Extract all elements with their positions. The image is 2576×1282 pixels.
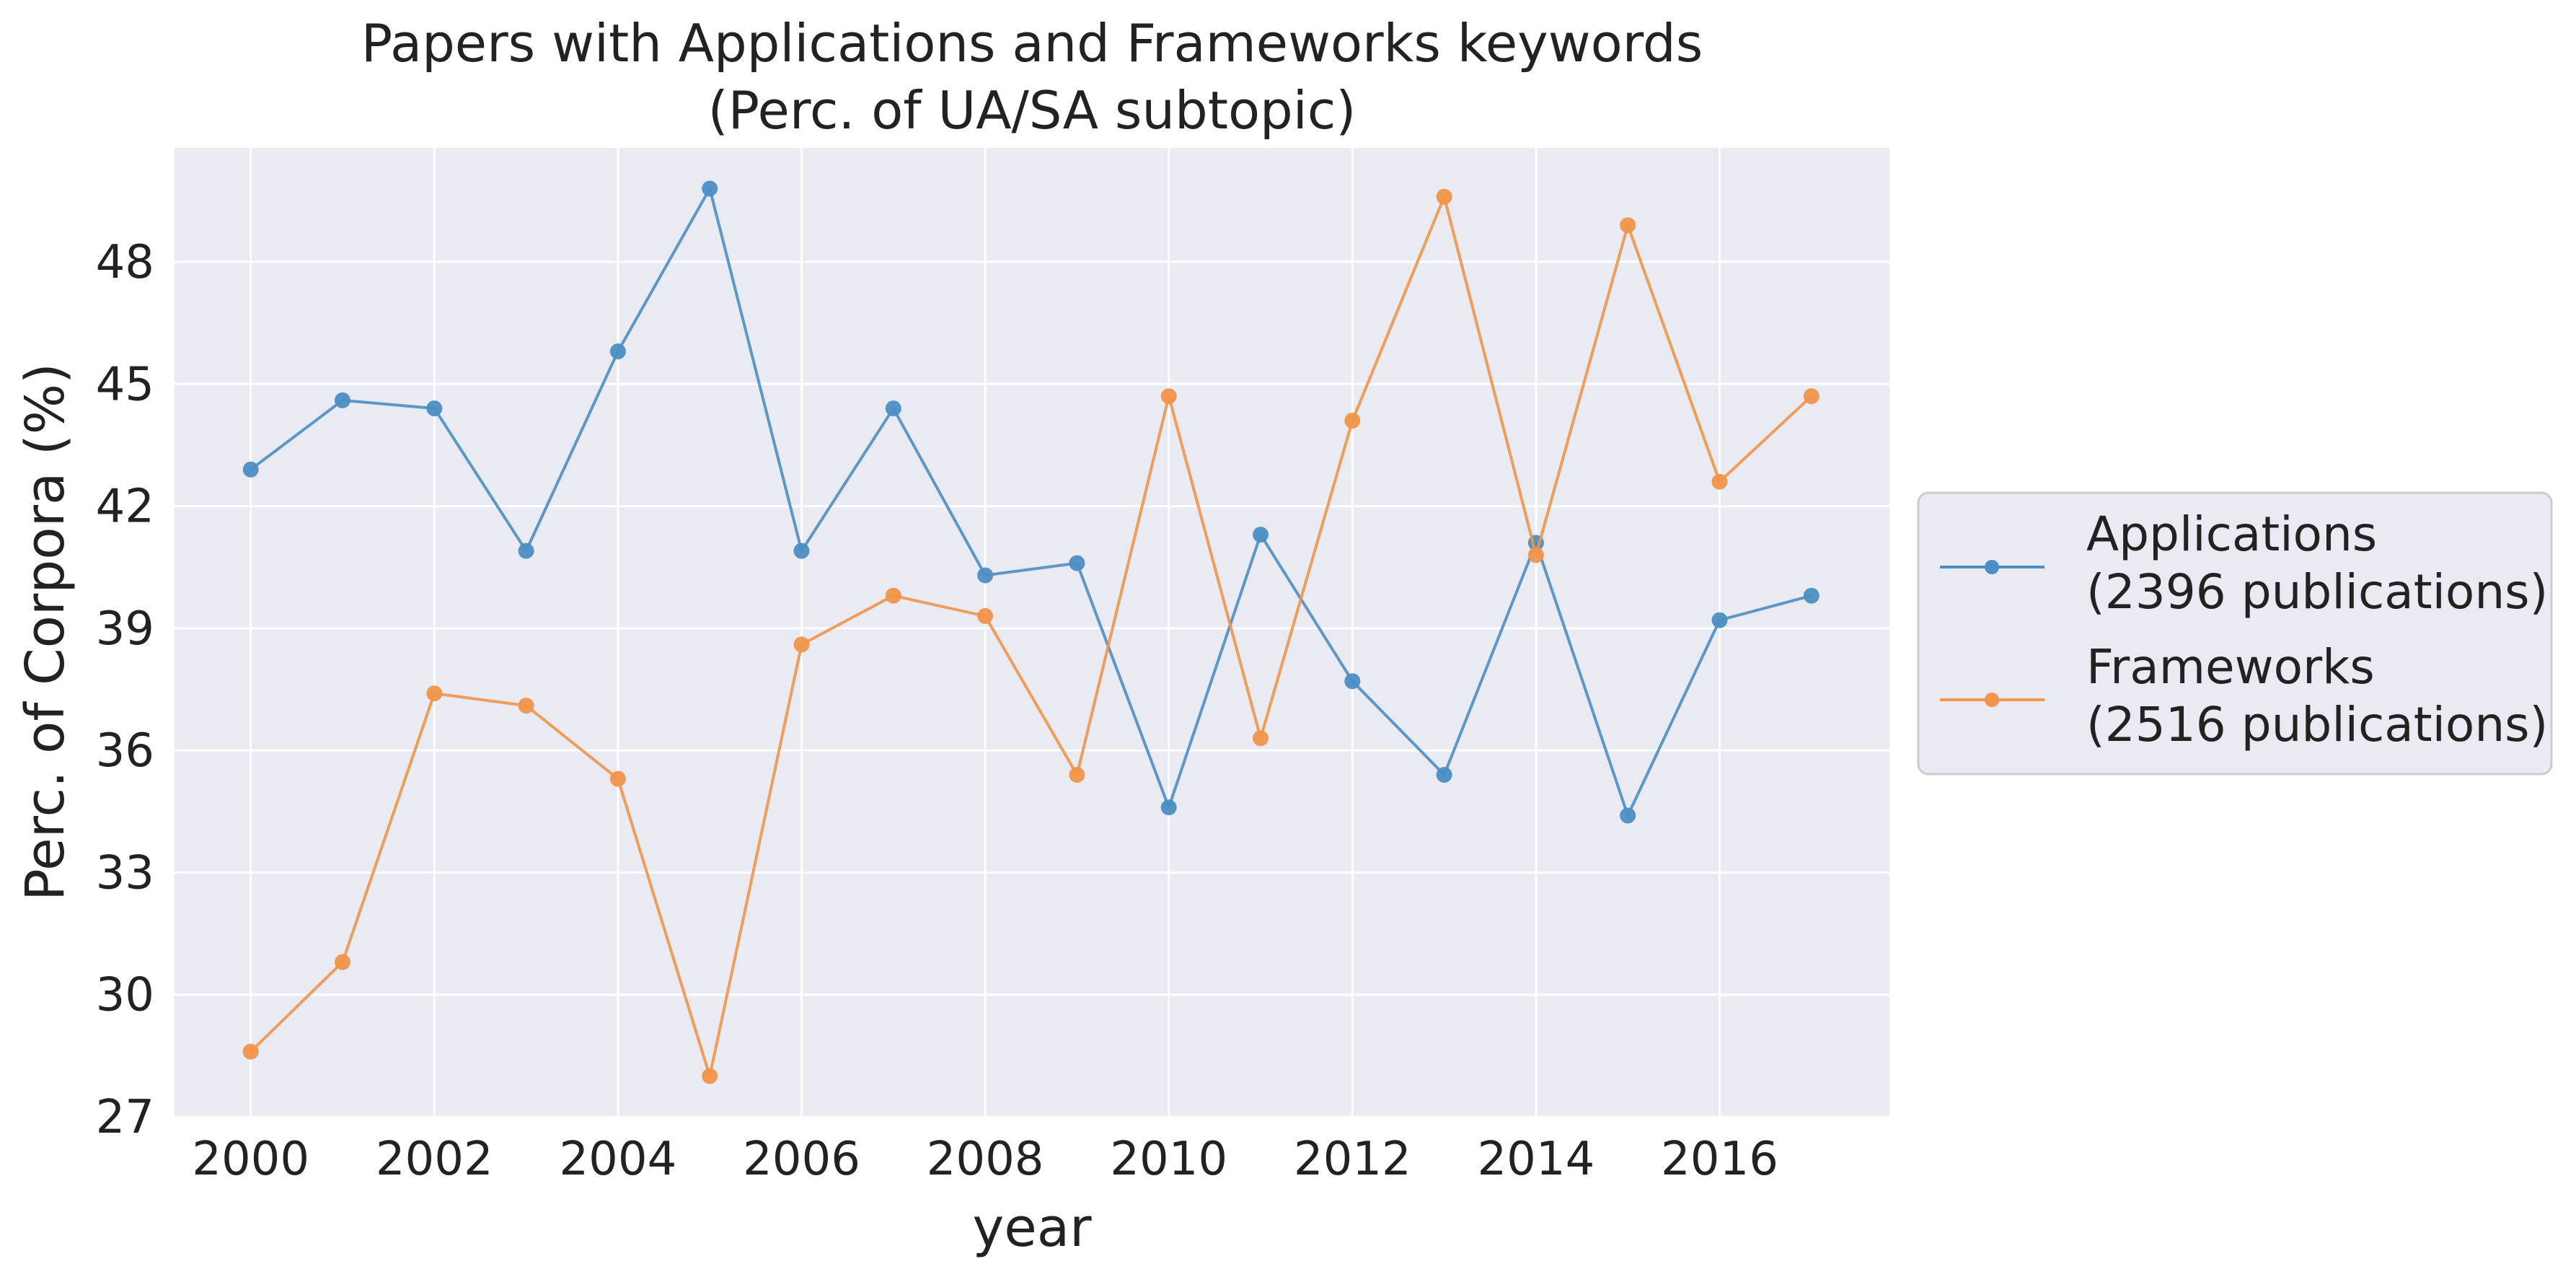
data-point-applications-2003 <box>518 543 534 559</box>
data-point-applications-2015 <box>1620 807 1636 824</box>
y-tick-label: 36 <box>96 724 154 778</box>
legend-frameworks-label: Frameworks <box>2086 639 2375 695</box>
series-line-applications <box>250 187 1812 817</box>
legend-applications-marker <box>1985 560 1999 574</box>
data-point-frameworks-2011 <box>1253 730 1269 747</box>
data-point-applications-2007 <box>885 400 901 417</box>
tick-labels: 2000 2002 2004 2006 2008 2010 2012 2014 2016 27 30… <box>96 236 1778 1186</box>
y-tick-label: 27 <box>96 1091 154 1144</box>
x-tick-label: 2016 <box>1661 1133 1778 1186</box>
legend-applications-count: (2396 publications) <box>2086 564 2548 620</box>
y-tick-label: 39 <box>96 602 154 656</box>
legend: Applications (2396 publications) Framewo… <box>1917 491 2553 776</box>
y-tick-label: 30 <box>96 969 154 1022</box>
data-point-applications-2012 <box>1344 673 1361 690</box>
data-point-frameworks-2002 <box>426 685 443 702</box>
legend-frameworks-count: (2516 publications) <box>2086 697 2548 752</box>
data-point-applications-2013 <box>1436 767 1452 783</box>
x-tick-label: 2010 <box>1110 1133 1227 1186</box>
y-tick-label: 33 <box>96 846 154 900</box>
y-tick-label: 45 <box>96 358 154 411</box>
plot-area <box>175 148 1889 1117</box>
data-point-frameworks-2009 <box>1069 767 1085 783</box>
y-axis-label: Perc. of Corpora (%) <box>14 363 76 901</box>
data-point-frameworks-2008 <box>977 607 994 624</box>
data-point-frameworks-2015 <box>1620 217 1636 234</box>
chart-title-line-1: Papers with Applications and Frameworks … <box>361 13 1703 74</box>
series-line-frameworks <box>250 195 1813 1078</box>
data-point-applications-2005 <box>702 180 718 197</box>
data-point-frameworks-2003 <box>518 698 534 714</box>
data-point-frameworks-2006 <box>793 636 810 653</box>
data-point-frameworks-2012 <box>1344 413 1361 429</box>
series-layer <box>242 180 1819 1084</box>
x-axis-label: year <box>972 1197 1092 1259</box>
chart-title-line-2: (Perc. of UA/SA subtopic) <box>708 80 1357 141</box>
legend-applications-label: Applications <box>2086 506 2377 562</box>
legend-box <box>1917 491 2553 776</box>
y-tick-label: 42 <box>96 480 154 534</box>
data-point-frameworks-2000 <box>242 1043 259 1060</box>
data-point-applications-2006 <box>793 543 810 559</box>
data-point-applications-2011 <box>1253 527 1269 543</box>
data-point-frameworks-2004 <box>609 770 626 787</box>
x-tick-label: 2008 <box>927 1133 1044 1186</box>
data-point-applications-2004 <box>609 343 626 360</box>
data-point-applications-2000 <box>242 461 259 478</box>
data-point-applications-2017 <box>1803 587 1819 604</box>
x-tick-label: 2004 <box>559 1133 676 1186</box>
x-tick-label: 2002 <box>376 1133 493 1186</box>
data-point-applications-2001 <box>335 392 350 408</box>
data-point-frameworks-2014 <box>1527 547 1544 563</box>
x-tick-label: 2006 <box>743 1133 860 1186</box>
x-tick-label: 2014 <box>1477 1133 1594 1186</box>
data-point-frameworks-2005 <box>702 1068 718 1084</box>
y-tick-label: 48 <box>96 236 154 289</box>
gridlines <box>175 148 1889 1118</box>
data-point-applications-2008 <box>977 567 994 584</box>
data-point-applications-2016 <box>1711 612 1728 628</box>
data-point-frameworks-2007 <box>885 587 901 604</box>
x-tick-label: 2000 <box>192 1133 309 1186</box>
data-point-applications-2010 <box>1160 799 1177 816</box>
data-point-frameworks-2017 <box>1803 388 1819 405</box>
data-point-frameworks-2016 <box>1711 473 1728 490</box>
data-point-applications-2009 <box>1069 555 1085 571</box>
legend-frameworks-marker <box>1985 693 1999 707</box>
data-point-frameworks-2001 <box>335 954 350 970</box>
x-tick-label: 2012 <box>1294 1133 1411 1186</box>
data-point-applications-2002 <box>426 400 443 417</box>
data-point-frameworks-2010 <box>1160 388 1177 405</box>
data-point-frameworks-2013 <box>1436 188 1452 205</box>
